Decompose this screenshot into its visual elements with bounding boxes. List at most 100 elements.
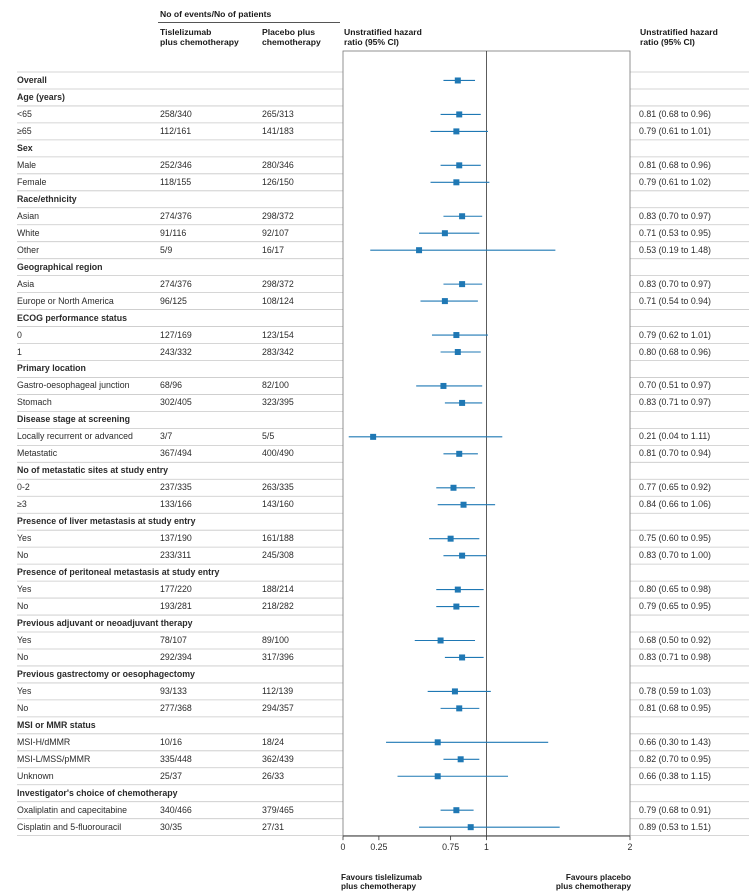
group-heading-row: Investigator's choice of chemotherapy xyxy=(17,785,629,802)
events-placebo-cell: 379/465 xyxy=(262,804,294,815)
subgroup-label: Female xyxy=(17,176,47,187)
hazard-ratio-text: 0.83 (0.71 to 0.98) xyxy=(639,651,711,662)
events-tislelizumab-cell: 96/125 xyxy=(160,295,187,306)
events-tislelizumab-cell: 367/494 xyxy=(160,448,192,459)
events-placebo-cell: 263/335 xyxy=(262,482,294,493)
hazard-ratio-text: 0.83 (0.70 to 0.97) xyxy=(639,278,711,289)
subgroup-label: Europe or North America xyxy=(17,295,114,306)
group-heading-row: Race/ethnicity xyxy=(17,191,629,208)
favours-left-label: Favours tislelizumab plus chemotherapy xyxy=(341,873,422,891)
subgroup-label: 1 xyxy=(17,346,22,357)
events-placebo-cell: 92/107 xyxy=(262,227,289,238)
subgroup-label: No xyxy=(17,702,29,713)
subgroup-row: Yes 78/107 89/100 0.68 (0.50 to 0.92) xyxy=(17,632,711,649)
events-placebo-cell: 141/183 xyxy=(262,125,294,136)
events-tislelizumab-cell: 252/346 xyxy=(160,159,192,170)
plot-header-line2: ratio (95% CI) xyxy=(344,37,399,47)
arm1-header-line2: plus chemotherapy xyxy=(160,37,239,47)
group-label: Disease stage at screening xyxy=(17,414,130,425)
subgroup-row: 1 243/332 283/342 0.80 (0.68 to 0.96) xyxy=(17,344,711,361)
subgroup-row: No 233/311 245/308 0.83 (0.70 to 1.00) xyxy=(17,547,711,564)
events-placebo-cell: 26/33 xyxy=(262,770,285,781)
subgroup-label: Yes xyxy=(17,533,32,544)
events-placebo-cell: 280/346 xyxy=(262,159,294,170)
group-heading-row: Age (years) xyxy=(17,89,629,106)
events-placebo-cell: 82/100 xyxy=(262,380,289,391)
subgroup-row: Female 118/155 126/150 0.79 (0.61 to 1.02) xyxy=(17,174,711,191)
events-tislelizumab-cell: 118/155 xyxy=(160,176,192,187)
group-label: Overall xyxy=(17,75,47,85)
group-heading-row: Overall xyxy=(17,72,629,89)
arm1-header: Tislelizumab plus chemotherapy xyxy=(160,27,239,47)
favours-right-line2: plus chemotherapy xyxy=(555,882,631,891)
subgroup-row: No 193/281 218/282 0.79 (0.65 to 0.95) xyxy=(17,598,711,615)
subgroup-row: Male 252/346 280/346 0.81 (0.68 to 0.96) xyxy=(17,157,711,174)
hr-column-header-line2: ratio (95% CI) xyxy=(640,37,695,47)
subgroup-label: ≥65 xyxy=(17,125,32,136)
x-tick-label: 2 xyxy=(628,842,633,852)
events-tislelizumab-cell: 25/37 xyxy=(160,770,183,781)
events-tislelizumab-cell: 127/169 xyxy=(160,329,192,340)
hazard-ratio-text: 0.21 (0.04 to 1.11) xyxy=(639,431,711,442)
subgroup-row: Asia 274/376 298/372 0.83 (0.70 to 0.97) xyxy=(17,276,711,293)
hr-column-header: Unstratified hazard ratio (95% CI) xyxy=(640,27,718,47)
group-heading-row: Disease stage at screening xyxy=(17,411,629,428)
hazard-ratio-text: 0.83 (0.70 to 1.00) xyxy=(639,550,711,561)
group-label: Previous gastrectomy or oesophagectomy xyxy=(17,668,195,679)
events-tislelizumab-cell: 193/281 xyxy=(160,601,192,612)
events-tislelizumab-cell: 30/35 xyxy=(160,821,183,832)
subgroup-label: MSI-L/MSS/pMMR xyxy=(17,753,91,764)
subgroup-label: Asia xyxy=(17,278,35,289)
hazard-ratio-text: 0.77 (0.65 to 0.92) xyxy=(639,482,711,493)
events-placebo-cell: 400/490 xyxy=(262,448,294,459)
x-tick-label: 1 xyxy=(484,842,489,852)
group-heading-row: MSI or MMR status xyxy=(17,717,629,734)
subgroup-row: Locally recurrent or advanced 3/7 5/5 0.21 … xyxy=(17,428,710,445)
events-tislelizumab-cell: 340/466 xyxy=(160,804,192,815)
group-label: Previous adjuvant or neoadjuvant therapy xyxy=(17,618,193,629)
events-tislelizumab-cell: 335/448 xyxy=(160,753,192,764)
group-label: ECOG performance status xyxy=(17,312,127,323)
events-tislelizumab-cell: 177/220 xyxy=(160,584,192,595)
hazard-ratio-text: 0.68 (0.50 to 0.92) xyxy=(639,635,711,645)
group-heading-row: Previous adjuvant or neoadjuvant therapy xyxy=(17,615,629,632)
subgroup-label: Male xyxy=(17,159,37,170)
subgroup-row: <65 258/340 265/313 0.81 (0.68 to 0.96) xyxy=(17,106,711,123)
plot-header: Unstratified hazard ratio (95% CI) xyxy=(344,27,422,47)
subgroup-label: Unknown xyxy=(17,770,54,781)
events-tislelizumab-cell: 277/368 xyxy=(160,702,192,713)
subgroup-label: <65 xyxy=(17,108,32,119)
subgroup-row: Europe or North America 96/125 108/124 0.71… xyxy=(17,293,711,310)
hazard-ratio-text: 0.79 (0.61 to 1.02) xyxy=(639,176,711,187)
group-heading-row: Sex xyxy=(17,140,629,157)
events-tislelizumab-cell: 91/116 xyxy=(160,227,187,238)
group-label: Presence of peritoneal metastasis at stu… xyxy=(17,567,220,578)
subgroup-label: Oxaliplatin and capecitabine xyxy=(17,804,128,815)
hazard-ratio-text: 0.81 (0.70 to 0.94) xyxy=(639,448,711,459)
arm2-header-line1: Placebo plus xyxy=(262,27,316,37)
subgroup-row: Yes 93/133 112/139 0.78 (0.59 to 1.03) xyxy=(17,683,711,700)
events-group-underline xyxy=(158,22,340,23)
subgroup-label: No xyxy=(17,601,29,612)
hazard-ratio-text: 0.81 (0.68 to 0.96) xyxy=(639,108,711,119)
subgroup-row: MSI-L/MSS/pMMR 335/448 362/439 0.82 (0.70 t… xyxy=(17,751,711,768)
events-group-header: No of events/No of patients xyxy=(160,9,272,19)
hazard-ratio-text: 0.81 (0.68 to 0.96) xyxy=(639,159,711,170)
events-placebo-cell: 294/357 xyxy=(262,702,294,713)
group-heading-row: Presence of liver metastasis at study en… xyxy=(17,513,629,530)
events-placebo-cell: 323/395 xyxy=(262,397,294,408)
events-placebo-cell: 298/372 xyxy=(262,278,294,289)
hazard-ratio-text: 0.84 (0.66 to 1.06) xyxy=(639,499,711,510)
events-placebo-cell: 123/154 xyxy=(262,329,294,340)
group-label: Age (years) xyxy=(17,91,65,102)
events-tislelizumab-cell: 237/335 xyxy=(160,482,192,493)
events-placebo-cell: 143/160 xyxy=(262,499,294,510)
events-placebo-cell: 27/31 xyxy=(262,821,285,832)
events-tislelizumab-cell: 93/133 xyxy=(160,685,187,696)
subgroup-label: ≥3 xyxy=(17,499,27,510)
group-heading-row: No of metastatic sites at study entry xyxy=(17,462,629,479)
subgroup-row: 0 127/169 123/154 0.79 (0.62 to 1.01) xyxy=(17,327,711,344)
subgroup-label: Yes xyxy=(17,635,32,645)
group-label: Geographical region xyxy=(17,261,103,272)
events-placebo-cell: 112/139 xyxy=(262,685,294,696)
